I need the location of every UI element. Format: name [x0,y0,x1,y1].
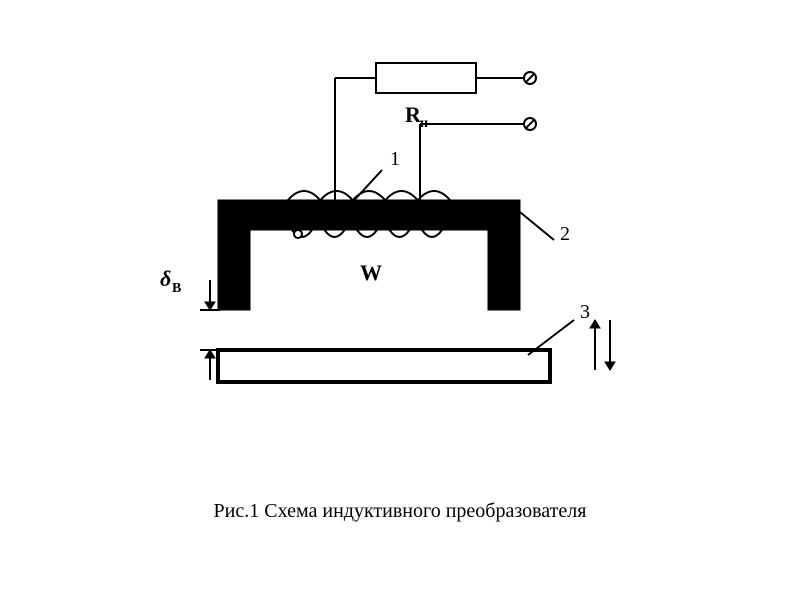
figure-caption: Рис.1 Схема индуктивного преобразователя [0,500,800,523]
svg-text:н: н [420,116,428,131]
svg-text:3: 3 [580,301,590,323]
svg-text:1: 1 [390,148,400,170]
svg-text:2: 2 [560,223,570,245]
armature-bar [218,350,550,382]
svg-text:В: В [172,281,181,296]
magnetic-core [218,200,520,310]
schematic-diagram: RнδВW123 [130,30,670,390]
svg-text:δ: δ [160,266,171,291]
svg-text:W: W [360,260,382,285]
canvas: RнδВW123 Рис.1 Схема индуктивного преобр… [0,0,800,600]
